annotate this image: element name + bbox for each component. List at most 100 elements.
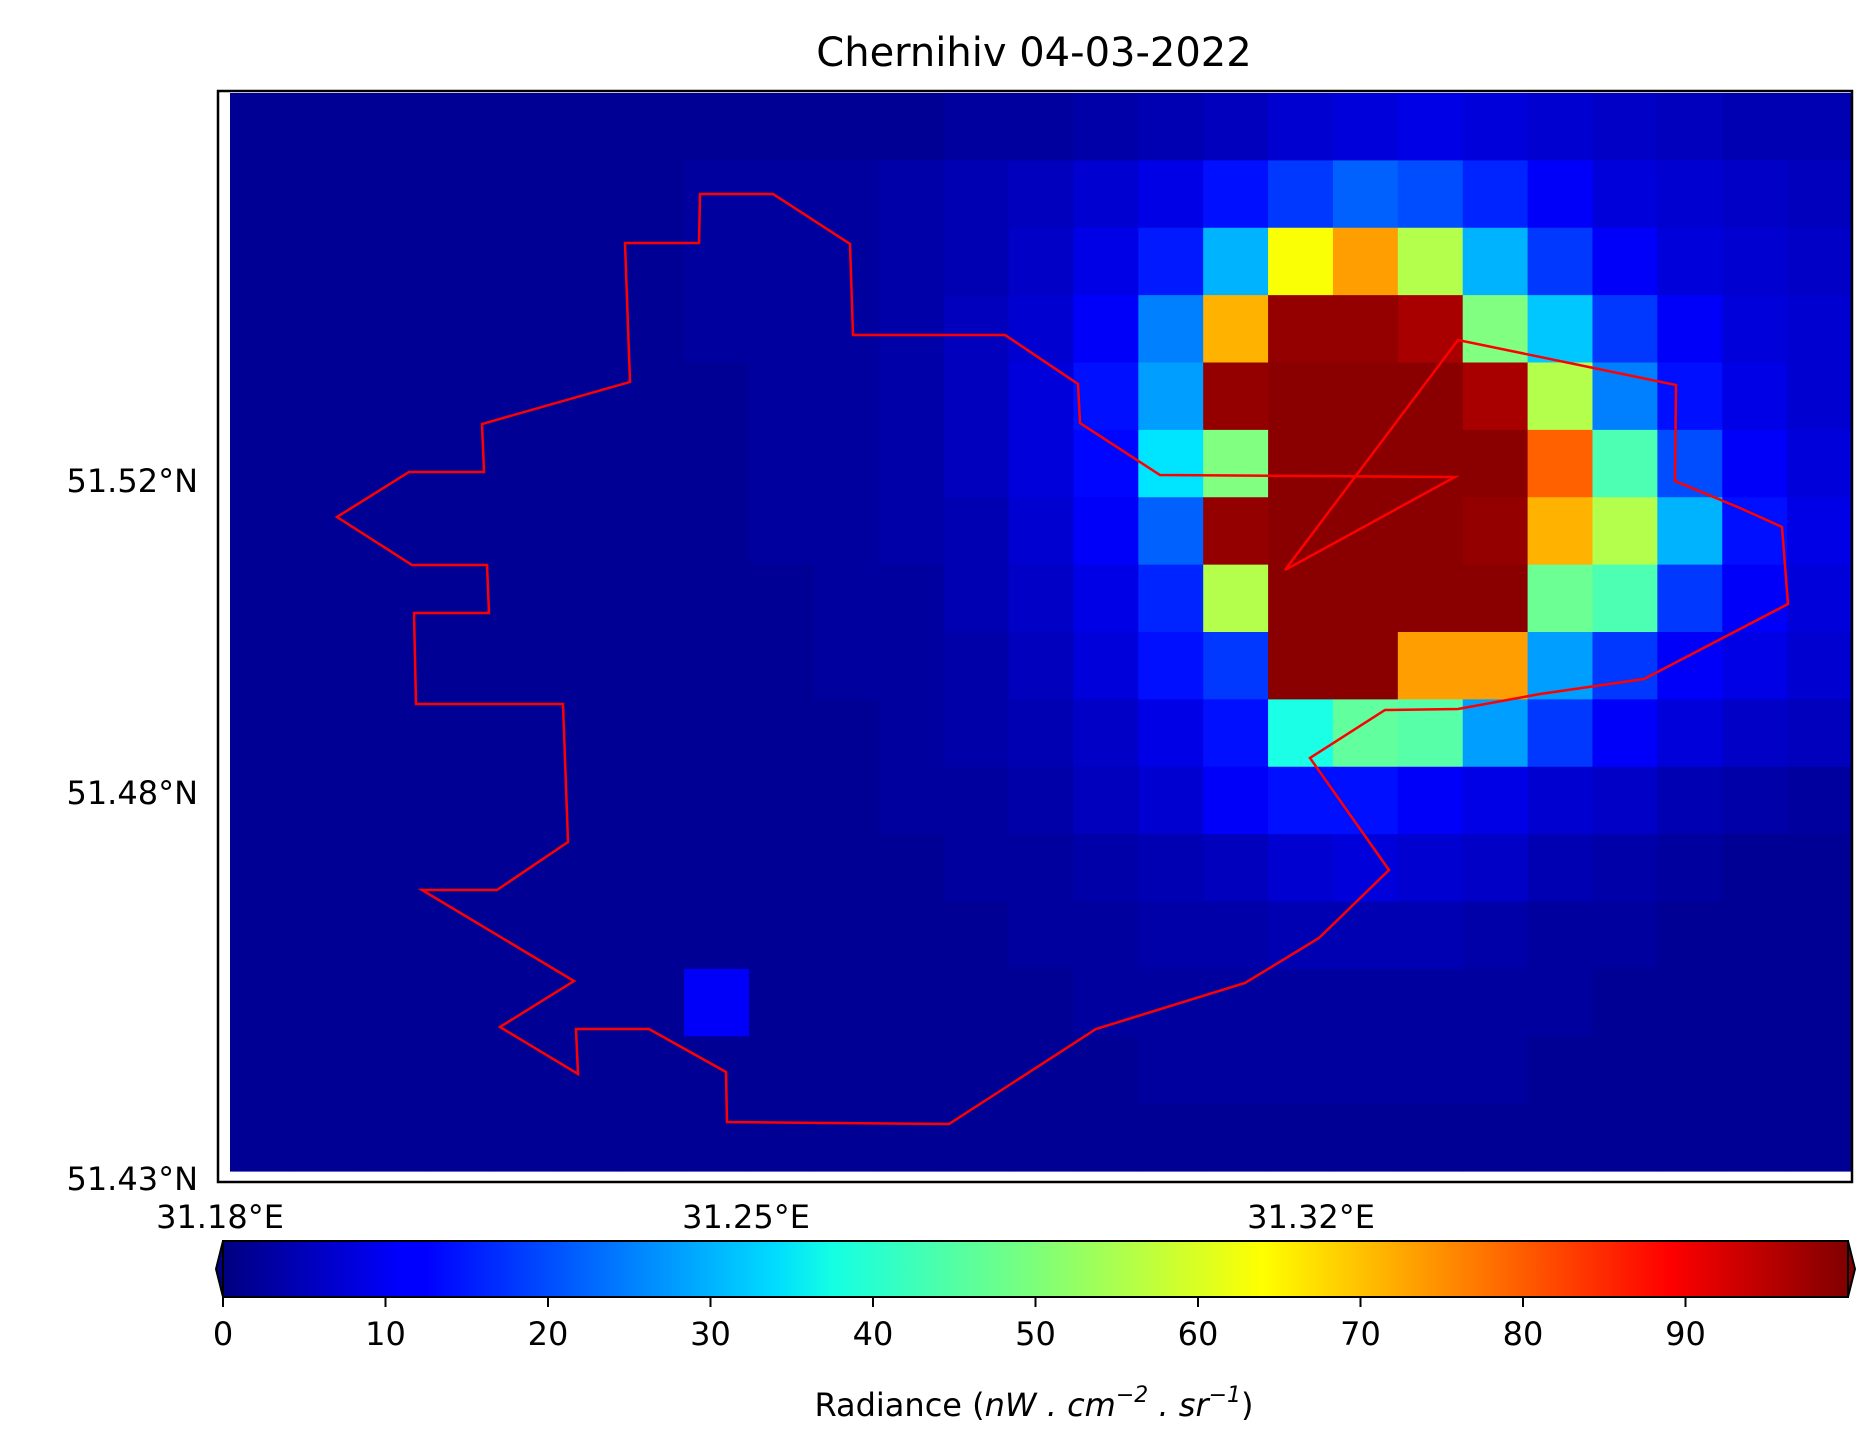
heatmap-cell: [684, 227, 750, 296]
radiance-grid: [230, 93, 1853, 1172]
heatmap-cell: [1008, 1036, 1075, 1105]
heatmap-cell: [1268, 564, 1334, 633]
heatmap-cell: [1008, 160, 1075, 229]
heatmap-cell: [294, 968, 361, 1037]
heatmap-cell: [1462, 968, 1529, 1037]
heatmap-cell: [813, 901, 880, 970]
colorbar-label-exponent: −1: [1209, 1383, 1241, 1408]
heatmap-cell: [1462, 362, 1529, 431]
heatmap-cell: [489, 497, 555, 566]
heatmap-cell: [1722, 362, 1788, 431]
heatmap-cell: [943, 1103, 1010, 1172]
heatmap-cell: [1787, 901, 1853, 970]
heatmap-cell: [749, 1036, 815, 1105]
heatmap-cell: [554, 766, 620, 835]
heatmap-cell: [359, 699, 426, 768]
colorbar-tick-label: 60: [1178, 1315, 1219, 1353]
heatmap-cell: [1722, 160, 1788, 229]
heatmap-cell: [554, 497, 620, 566]
heatmap-cell: [813, 632, 880, 700]
heatmap-cell: [1008, 564, 1075, 633]
heatmap-cell: [489, 295, 555, 364]
heatmap-cell: [1332, 1036, 1399, 1105]
heatmap-cell: [489, 901, 555, 970]
heatmap-cell: [230, 564, 296, 633]
heatmap-cell: [1527, 1103, 1594, 1172]
heatmap-cell: [1008, 429, 1075, 498]
heatmap-cell: [813, 295, 880, 364]
heatmap-cell: [1527, 564, 1594, 633]
heatmap-cell: [230, 429, 296, 498]
heatmap-cell: [1722, 632, 1788, 700]
heatmap-cell: [359, 766, 426, 835]
heatmap-cell: [1138, 632, 1204, 700]
heatmap-cell: [1462, 699, 1529, 768]
heatmap-cell: [1138, 1103, 1204, 1172]
heatmap-cell: [554, 834, 620, 903]
heatmap-cell: [1462, 429, 1529, 498]
heatmap-cell: [1787, 968, 1853, 1037]
heatmap-cell: [1073, 766, 1139, 835]
heatmap-cell: [424, 901, 491, 970]
heatmap-cell: [230, 834, 296, 903]
heatmap-cell: [619, 1103, 685, 1172]
heatmap-cell: [878, 227, 945, 296]
heatmap-cell: [1592, 766, 1658, 835]
heatmap-cell: [1527, 632, 1594, 700]
heatmap-cell: [424, 564, 491, 633]
heatmap-cell: [813, 1036, 880, 1105]
heatmap-cell: [489, 160, 555, 229]
heatmap-cell: [1268, 93, 1334, 161]
heatmap-cell: [684, 295, 750, 364]
heatmap-cell: [1592, 497, 1658, 566]
heatmap-cell: [813, 766, 880, 835]
heatmap-cell: [1722, 295, 1788, 364]
heatmap-cell: [878, 429, 945, 498]
heatmap-cell: [1462, 227, 1529, 296]
heatmap-cell: [619, 497, 685, 566]
heatmap-cell: [1657, 699, 1723, 768]
heatmap-cell: [1657, 1036, 1723, 1105]
heatmap-cell: [1332, 227, 1399, 296]
heatmap-cell: [1527, 968, 1594, 1037]
heatmap-cell: [424, 1103, 491, 1172]
heatmap-cell: [813, 227, 880, 296]
heatmap-cell: [424, 362, 491, 431]
heatmap-cell: [1592, 227, 1658, 296]
heatmap-cell: [1268, 632, 1334, 700]
x-axis: 31.18°E 31.25°E 31.32°E: [156, 1198, 1375, 1236]
heatmap-cell: [1397, 362, 1464, 431]
heatmap-cell: [878, 968, 945, 1037]
colorbar-extend-max: [1847, 1240, 1857, 1298]
heatmap-cell: [1073, 93, 1139, 161]
heatmap-cell: [359, 834, 426, 903]
y-axis: 51.52°N 51.48°N 51.43°N: [66, 462, 198, 1198]
heatmap-cell: [749, 968, 815, 1037]
heatmap-cell: [294, 429, 361, 498]
x-tick-label: 31.32°E: [1247, 1198, 1375, 1236]
heatmap-cell: [878, 834, 945, 903]
colorbar-tick-label: 30: [690, 1315, 731, 1353]
heatmap-cell: [554, 1103, 620, 1172]
heatmap-cell: [294, 93, 361, 161]
heatmap-cell: [359, 497, 426, 566]
heatmap-cell: [1592, 93, 1658, 161]
heatmap-cell: [943, 632, 1010, 700]
heatmap-cell: [554, 295, 620, 364]
heatmap-cell: [1787, 632, 1853, 700]
heatmap-cell: [813, 497, 880, 566]
heatmap-cell: [1073, 227, 1139, 296]
heatmap-cell: [1592, 362, 1658, 431]
heatmap-cell: [1268, 160, 1334, 229]
heatmap-cell: [1008, 834, 1075, 903]
y-tick-label: 51.52°N: [66, 462, 198, 500]
heatmap-cell: [749, 1103, 815, 1172]
heatmap-cell: [619, 834, 685, 903]
colorbar-label-suffix: ): [1241, 1386, 1253, 1424]
heatmap-cell: [424, 699, 491, 768]
heatmap-cell: [230, 160, 296, 229]
heatmap-cell: [813, 362, 880, 431]
heatmap-cell: [1073, 497, 1139, 566]
heatmap-cell: [878, 564, 945, 633]
